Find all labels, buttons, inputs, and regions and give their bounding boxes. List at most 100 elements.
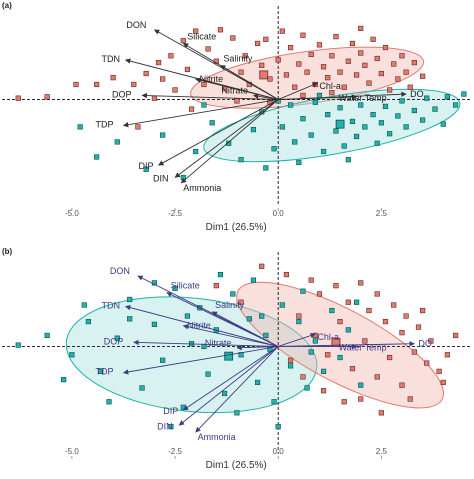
- group2-point: [308, 349, 314, 355]
- group2-point: [378, 120, 384, 126]
- group1-point: [358, 280, 364, 286]
- loading-arrow-din: [174, 99, 279, 178]
- group1-point: [403, 69, 409, 75]
- group2-point: [160, 132, 166, 138]
- group2-point: [320, 148, 327, 155]
- group2-point: [230, 291, 236, 297]
- group1-point: [325, 352, 331, 358]
- group2-point: [114, 335, 120, 341]
- group1-point: [444, 352, 450, 358]
- loading-arrow-nitrite: [182, 324, 279, 347]
- loading-arrow-nitrate: [236, 344, 279, 351]
- group2-point: [304, 385, 310, 391]
- x-tick-label: -5.0: [65, 447, 79, 456]
- group2-point: [300, 288, 306, 294]
- group1-point: [341, 84, 347, 90]
- group1-point: [94, 81, 100, 88]
- group2-point: [279, 124, 285, 130]
- x-axis-title: Dim1 (26.5%): [206, 222, 267, 233]
- x-tick-label: 0.0: [273, 209, 285, 218]
- group1-point: [403, 313, 409, 319]
- group2-point: [193, 148, 199, 155]
- group1-point: [440, 379, 446, 386]
- group1-point: [234, 98, 240, 104]
- x-tick-label: 2.5: [376, 209, 388, 218]
- group1-point: [374, 374, 380, 380]
- group2-point: [312, 338, 318, 344]
- group1-point: [296, 313, 302, 319]
- group2-point: [337, 105, 343, 111]
- group2-point: [395, 113, 401, 119]
- x-tick-label: 2.5: [376, 447, 388, 456]
- group2-point: [349, 118, 356, 125]
- group2-point: [127, 316, 133, 322]
- panel-a: (a) DON Silicate TDN Salinity Nitrite DOP Nitra…: [2, 1, 472, 233]
- group2-point: [254, 379, 261, 386]
- group1-point: [275, 57, 281, 63]
- group1-point: [333, 34, 339, 40]
- variable-label: DON: [110, 266, 130, 276]
- group2-point: [69, 352, 75, 358]
- group1-point: [436, 368, 442, 374]
- variable-label: Nitrate: [205, 338, 232, 348]
- group2-point: [180, 174, 186, 181]
- group1-point: [366, 80, 372, 86]
- group1-point: [395, 76, 401, 82]
- group2-point: [168, 424, 174, 430]
- group1-point: [387, 87, 393, 93]
- x-tick-label: -2.5: [168, 447, 182, 456]
- group2-point: [399, 98, 405, 104]
- variable-label: Water Temp: [339, 342, 387, 352]
- group1-point: [254, 40, 261, 47]
- group1-point: [283, 72, 290, 78]
- group1-point: [420, 73, 426, 79]
- group2-point: [263, 332, 269, 339]
- group1-point: [453, 332, 459, 339]
- group2-point: [432, 106, 438, 112]
- panel-letter: (a): [2, 1, 12, 10]
- group2-point: [85, 318, 91, 325]
- group1-point: [358, 396, 364, 402]
- group1-point: [399, 330, 405, 336]
- group1-point: [300, 92, 306, 99]
- group2-point: [312, 99, 318, 105]
- loading-arrow-tdp: [122, 346, 279, 375]
- loading-arrow-do: [278, 341, 415, 347]
- loading-arrow-din: [178, 346, 279, 426]
- group2-point: [246, 316, 252, 322]
- group1-point: [242, 53, 248, 59]
- group1-point: [362, 338, 368, 344]
- group1-point: [308, 277, 314, 283]
- group1-point: [168, 53, 174, 59]
- x-tick-label: -5.0: [65, 209, 79, 218]
- group2-point: [461, 91, 467, 97]
- group1-point: [358, 25, 364, 32]
- group1-point: [382, 318, 389, 325]
- group1-point: [205, 46, 211, 52]
- group1-point: [135, 124, 141, 130]
- group1-point: [193, 28, 199, 34]
- group2-point: [382, 103, 389, 109]
- group2-point: [61, 377, 67, 383]
- group1-point: [349, 365, 356, 372]
- group1-point: [337, 69, 343, 75]
- group1-point: [184, 66, 191, 73]
- variable-label: DIP: [139, 161, 154, 171]
- group2-point: [353, 299, 360, 305]
- loading-arrow-salinity: [219, 64, 279, 100]
- group2-point: [411, 107, 417, 114]
- group1-point: [320, 64, 327, 70]
- group1-point: [329, 90, 335, 96]
- group1-point: [110, 75, 116, 81]
- group1-point: [180, 38, 186, 44]
- group2-point: [292, 139, 298, 145]
- group1-point: [370, 36, 376, 42]
- group2-point: [184, 313, 191, 319]
- group2-point: [420, 117, 426, 123]
- group2-point: [226, 140, 232, 146]
- group2-point: [345, 327, 351, 333]
- group1-point: [238, 69, 244, 75]
- group2-point: [205, 371, 211, 377]
- group2-point: [94, 154, 100, 160]
